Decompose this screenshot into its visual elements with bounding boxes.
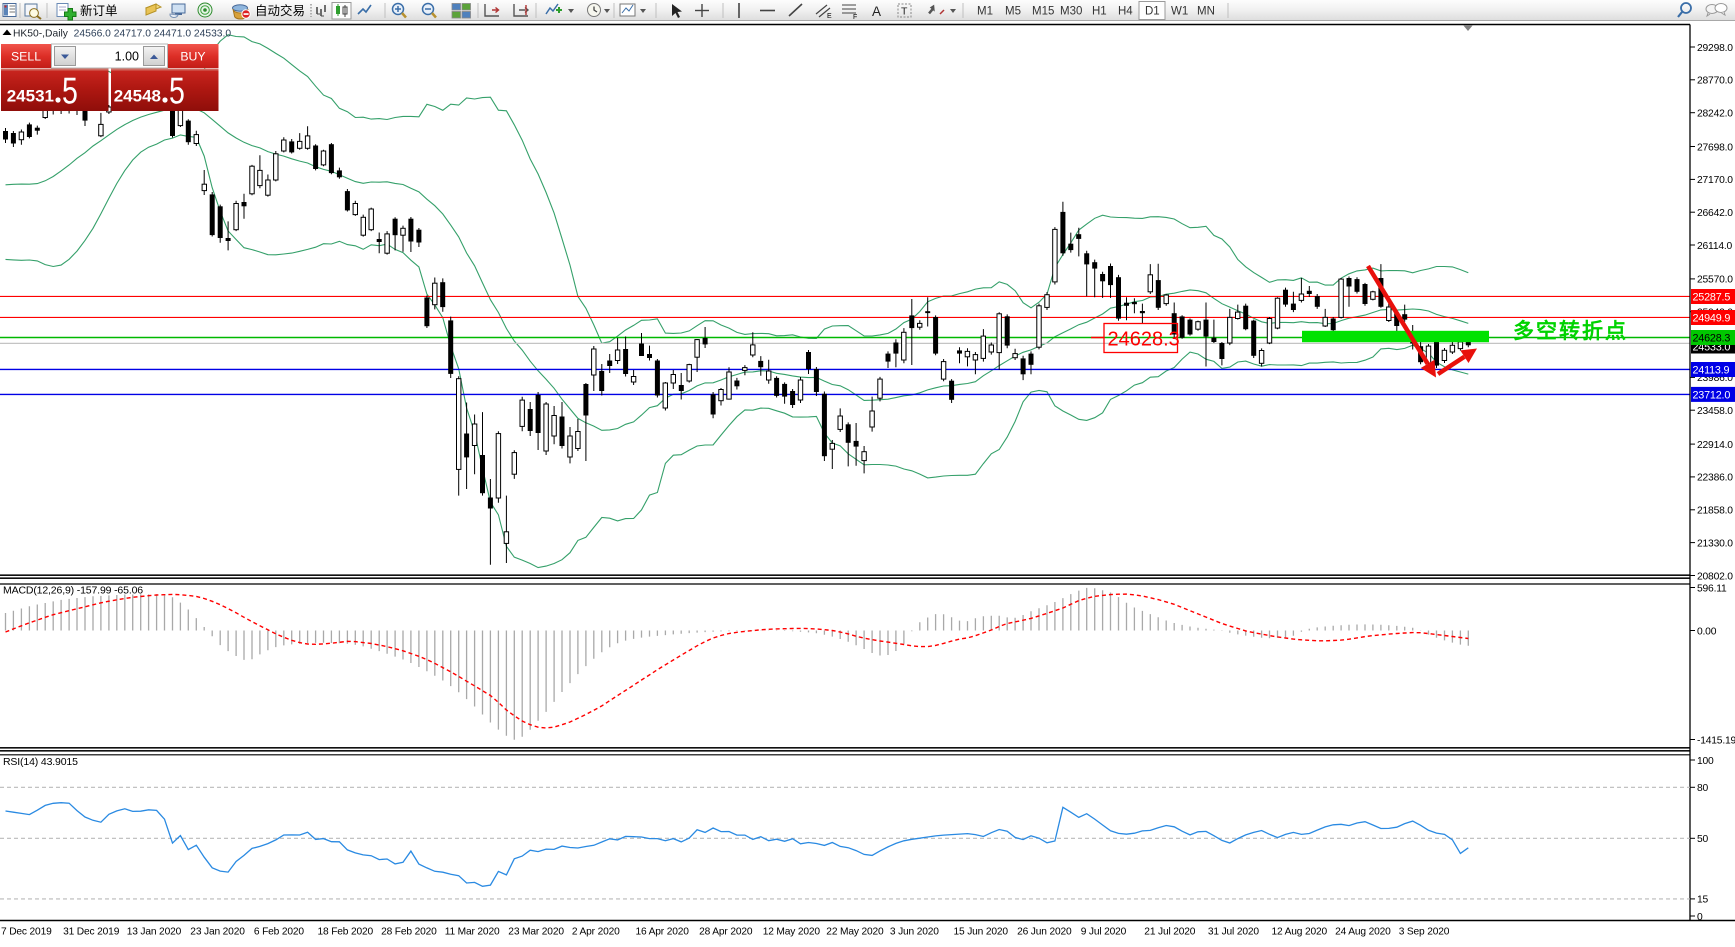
svg-text:新订单: 新订单 — [80, 3, 118, 18]
svg-text:28770.0: 28770.0 — [1697, 76, 1733, 87]
svg-text:M30: M30 — [1060, 6, 1082, 18]
svg-text:596.11: 596.11 — [1697, 583, 1727, 594]
svg-text:16 Apr 2020: 16 Apr 2020 — [636, 927, 690, 938]
svg-text:自动交易: 自动交易 — [255, 3, 305, 18]
svg-text:23712.0: 23712.0 — [1693, 390, 1731, 402]
svg-text:23986.0: 23986.0 — [1697, 373, 1733, 384]
svg-text:-1415.19: -1415.19 — [1697, 735, 1735, 746]
svg-text:24628.3: 24628.3 — [1693, 333, 1731, 345]
svg-text:100: 100 — [1697, 756, 1714, 767]
svg-text:23 Mar 2020: 23 Mar 2020 — [508, 927, 564, 938]
svg-text:31 Dec 2019: 31 Dec 2019 — [63, 927, 120, 938]
svg-text:F: F — [853, 14, 857, 21]
svg-text:50: 50 — [1697, 834, 1709, 845]
svg-text:23458.0: 23458.0 — [1697, 406, 1733, 417]
svg-text:80: 80 — [1697, 783, 1709, 794]
svg-text:T: T — [901, 6, 908, 18]
svg-text:23 Jan 2020: 23 Jan 2020 — [190, 927, 245, 938]
svg-text:28 Feb 2020: 28 Feb 2020 — [381, 927, 437, 938]
svg-text:7 Dec 2019: 7 Dec 2019 — [1, 927, 52, 938]
svg-text:A: A — [872, 4, 881, 19]
svg-text:HK50-,Daily 24566.0 24717.0 2: HK50-,Daily 24566.0 24717.0 24471.0 2453… — [13, 29, 231, 40]
svg-text:M15: M15 — [1032, 6, 1054, 18]
svg-text:1.00: 1.00 — [115, 50, 139, 64]
svg-text:25570.0: 25570.0 — [1697, 275, 1733, 286]
svg-text:MACD(12,26,9) -157.99 -65.06: MACD(12,26,9) -157.99 -65.06 — [3, 585, 143, 597]
svg-text:2 Apr 2020: 2 Apr 2020 — [572, 927, 620, 938]
svg-text:5: 5 — [169, 71, 185, 113]
svg-text:0: 0 — [1697, 912, 1703, 923]
svg-text:9 Jul 2020: 9 Jul 2020 — [1081, 927, 1127, 938]
svg-text:18 Feb 2020: 18 Feb 2020 — [318, 927, 374, 938]
svg-text:6 Feb 2020: 6 Feb 2020 — [254, 927, 305, 938]
svg-text:12 May 2020: 12 May 2020 — [763, 927, 821, 938]
svg-text:20802.0: 20802.0 — [1697, 571, 1733, 582]
svg-text:RSI(14) 43.9015: RSI(14) 43.9015 — [3, 756, 78, 768]
svg-text:5: 5 — [62, 71, 78, 113]
svg-text:24548: 24548 — [114, 87, 161, 106]
svg-text:24949.9: 24949.9 — [1693, 313, 1731, 325]
svg-text:11 Mar 2020: 11 Mar 2020 — [445, 927, 500, 938]
svg-text:26114.0: 26114.0 — [1697, 241, 1733, 252]
svg-text:13 Jan 2020: 13 Jan 2020 — [127, 927, 182, 938]
svg-text:多空转折点: 多空转折点 — [1513, 319, 1628, 343]
svg-text:24628.3: 24628.3 — [1108, 329, 1180, 351]
svg-text:28242.0: 28242.0 — [1697, 109, 1733, 120]
svg-text:H1: H1 — [1092, 6, 1107, 18]
svg-text:25287.5: 25287.5 — [1693, 292, 1731, 304]
svg-text:W1: W1 — [1171, 6, 1188, 18]
svg-text:SELL: SELL — [11, 50, 41, 64]
svg-text:28 Apr 2020: 28 Apr 2020 — [699, 927, 753, 938]
svg-text:21330.0: 21330.0 — [1697, 538, 1733, 549]
svg-text:27698.0: 27698.0 — [1697, 142, 1733, 153]
svg-text:BUY: BUY — [180, 50, 205, 64]
svg-text:21 Jul 2020: 21 Jul 2020 — [1144, 927, 1196, 938]
svg-text:15 Jun 2020: 15 Jun 2020 — [954, 927, 1009, 938]
svg-text:24531: 24531 — [7, 87, 54, 106]
svg-text:26642.0: 26642.0 — [1697, 208, 1733, 219]
svg-text:3 Sep 2020: 3 Sep 2020 — [1399, 927, 1450, 938]
svg-text:15: 15 — [1697, 895, 1709, 906]
svg-text:27170.0: 27170.0 — [1697, 175, 1733, 186]
svg-text:M1: M1 — [977, 6, 993, 18]
svg-text:26 Jun 2020: 26 Jun 2020 — [1017, 927, 1072, 938]
svg-text:22386.0: 22386.0 — [1697, 473, 1733, 484]
svg-text:M5: M5 — [1005, 6, 1021, 18]
svg-text:24 Aug 2020: 24 Aug 2020 — [1335, 927, 1391, 938]
svg-text:29298.0: 29298.0 — [1697, 43, 1733, 54]
svg-text:E: E — [827, 13, 832, 20]
svg-text:24113.9: 24113.9 — [1693, 365, 1730, 377]
svg-text:MN: MN — [1197, 6, 1215, 18]
svg-text:0.00: 0.00 — [1697, 626, 1717, 637]
svg-text:22 May 2020: 22 May 2020 — [826, 927, 884, 938]
svg-text:3 Jun 2020: 3 Jun 2020 — [890, 927, 939, 938]
svg-text:22914.0: 22914.0 — [1697, 440, 1733, 451]
svg-text:12 Aug 2020: 12 Aug 2020 — [1272, 927, 1328, 938]
svg-text:H4: H4 — [1118, 6, 1133, 18]
svg-text:31 Jul 2020: 31 Jul 2020 — [1208, 927, 1260, 938]
svg-text:21858.0: 21858.0 — [1697, 506, 1733, 517]
svg-text:D1: D1 — [1145, 6, 1160, 18]
